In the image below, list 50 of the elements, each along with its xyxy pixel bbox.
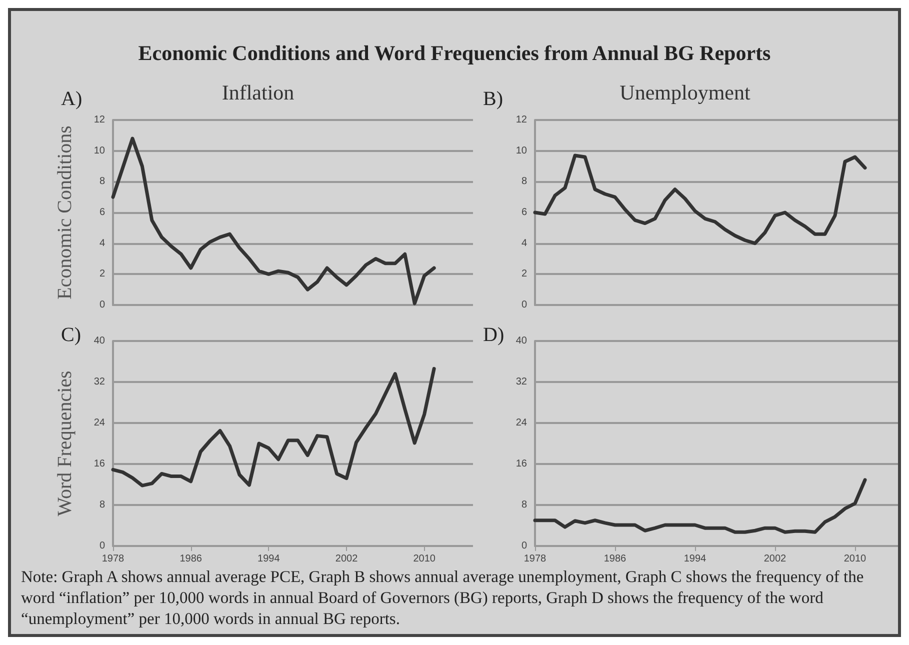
y-tick-label: 32 <box>516 376 528 388</box>
y-tick-label: 4 <box>521 238 528 249</box>
x-tick-label: 1994 <box>258 554 280 564</box>
y-tick-label: 40 <box>516 336 528 346</box>
y-tick-label: 24 <box>516 418 528 428</box>
x-tick-label: 2010 <box>844 554 867 564</box>
chart-title: Inflation <box>222 80 295 104</box>
text: A) <box>61 88 82 110</box>
y-tick-label: 32 <box>94 376 106 388</box>
x-tick-label: 1978 <box>102 554 125 564</box>
y-tick-label: 8 <box>521 500 528 510</box>
y-tick-label: 10 <box>94 145 106 156</box>
y-tick-label: 6 <box>99 207 106 218</box>
y-tick-label: 8 <box>99 500 106 510</box>
y-tick-label: 12 <box>94 114 106 126</box>
y-tick-label: 2 <box>99 268 106 280</box>
y-tick-label: 0 <box>99 300 106 310</box>
x-tick-label: 2002 <box>764 554 787 564</box>
text: D) <box>483 324 504 346</box>
y-tick-label: 16 <box>516 458 528 470</box>
y-tick-label: 0 <box>521 540 528 552</box>
y-tick-label: 8 <box>99 176 106 188</box>
y-tick-label: 2 <box>521 268 528 280</box>
y-tick-label: 0 <box>521 300 528 310</box>
y-tick-label: 4 <box>99 238 106 249</box>
text: B) <box>483 88 503 110</box>
y-axis-title: Word Frequencies <box>54 370 76 516</box>
x-tick-label: 2002 <box>335 554 358 564</box>
y-tick-label: 8 <box>521 176 528 188</box>
y-tick-label: 6 <box>521 207 528 218</box>
x-tick-label: 1978 <box>524 554 547 564</box>
line-series <box>111 366 436 488</box>
y-tick-label: 12 <box>516 114 528 126</box>
y-tick-label: 10 <box>516 145 528 156</box>
y-tick-label: 24 <box>94 418 106 428</box>
chart-title: Unemployment <box>620 80 750 104</box>
text: Economic Conditions and Word Frequencies from Annual BG Reports <box>137 41 772 66</box>
line-series <box>533 478 867 534</box>
y-tick-label: 0 <box>99 540 106 552</box>
x-tick-label: 2010 <box>413 554 436 564</box>
text: C) <box>61 324 81 346</box>
y-axis-title: Economic Conditions <box>54 125 76 300</box>
x-tick-label: 1986 <box>180 554 202 564</box>
line-series <box>111 136 436 306</box>
text: Note: Graph A shows annual average PCE, Graph B shows annual average unemployment, Graph C shows the frequency of the word “inflation” per 10,000 words in annual Board of Governors (BG) reports, Graph D shows the frequency of the word “unemployment” per 10,000 words in annual BG reports. <box>21 566 865 629</box>
y-tick-label: 16 <box>94 458 106 470</box>
line-series <box>533 154 867 246</box>
x-tick-label: 1994 <box>684 554 707 564</box>
y-tick-label: 40 <box>94 336 106 346</box>
x-tick-label: 1986 <box>604 554 627 564</box>
